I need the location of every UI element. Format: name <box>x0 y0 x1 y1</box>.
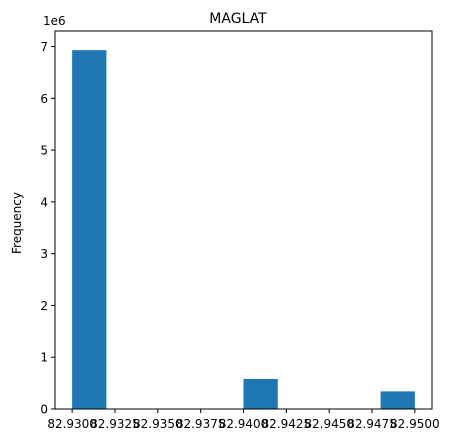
x-tick-label: 82.9375 <box>176 417 226 431</box>
histogram-bar-0 <box>72 50 107 409</box>
chart-title: MAGLAT <box>209 11 267 27</box>
x-tick-label: 82.9450 <box>304 417 354 431</box>
y-tick-label: 7 <box>40 40 48 54</box>
y-multiplier-label: 1e6 <box>43 14 66 28</box>
x-tick-label: 82.9425 <box>262 417 312 431</box>
histogram-bar-5 <box>243 378 278 409</box>
x-ticks-group: 82.930082.932582.935082.937582.940082.94… <box>47 409 440 431</box>
x-tick-label: 82.9475 <box>347 417 397 431</box>
x-tick-label: 82.9325 <box>90 417 140 431</box>
y-tick-label: 6 <box>40 92 48 106</box>
x-tick-label: 82.9300 <box>47 417 97 431</box>
x-tick-label: 82.9350 <box>133 417 183 431</box>
y-ticks-group: 0 1 2 3 4 5 6 7 <box>40 40 55 417</box>
x-tick-label: 82.9500 <box>390 417 440 431</box>
x-tick-label: 82.9400 <box>219 417 269 431</box>
y-tick-label: 4 <box>40 195 48 209</box>
y-tick-label: 3 <box>40 247 48 261</box>
bars-group <box>72 50 415 409</box>
y-tick-label: 5 <box>40 144 48 158</box>
plot-frame <box>54 30 433 410</box>
histogram-bar-9 <box>380 391 415 409</box>
y-axis-label: Frequency <box>10 192 24 254</box>
y-tick-label: 1 <box>40 351 48 365</box>
y-tick-label: 0 <box>40 403 48 417</box>
y-tick-label: 2 <box>40 299 48 313</box>
